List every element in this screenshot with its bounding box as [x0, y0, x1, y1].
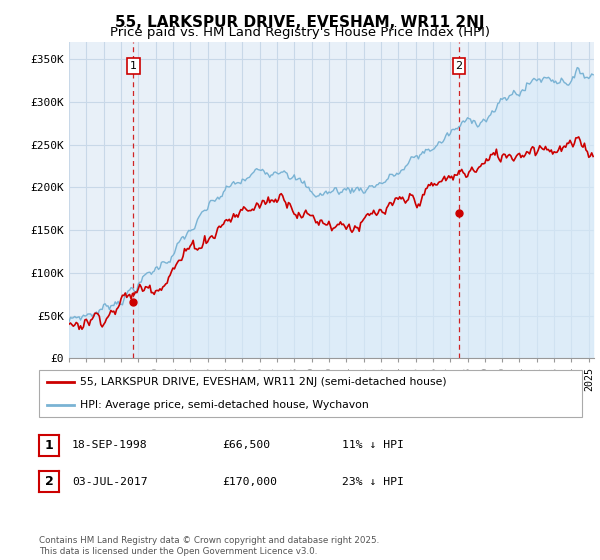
Text: 2: 2: [44, 475, 53, 488]
Text: HPI: Average price, semi-detached house, Wychavon: HPI: Average price, semi-detached house,…: [80, 400, 368, 410]
FancyBboxPatch shape: [39, 370, 582, 417]
Text: 1: 1: [44, 438, 53, 452]
Text: £66,500: £66,500: [222, 440, 270, 450]
Text: Contains HM Land Registry data © Crown copyright and database right 2025.
This d: Contains HM Land Registry data © Crown c…: [39, 536, 379, 556]
Text: 55, LARKSPUR DRIVE, EVESHAM, WR11 2NJ: 55, LARKSPUR DRIVE, EVESHAM, WR11 2NJ: [115, 15, 485, 30]
Text: £170,000: £170,000: [222, 477, 277, 487]
Text: 23% ↓ HPI: 23% ↓ HPI: [342, 477, 404, 487]
Text: 03-JUL-2017: 03-JUL-2017: [72, 477, 148, 487]
Text: Price paid vs. HM Land Registry's House Price Index (HPI): Price paid vs. HM Land Registry's House …: [110, 26, 490, 39]
Text: 11% ↓ HPI: 11% ↓ HPI: [342, 440, 404, 450]
Text: 2: 2: [455, 61, 463, 71]
Text: 55, LARKSPUR DRIVE, EVESHAM, WR11 2NJ (semi-detached house): 55, LARKSPUR DRIVE, EVESHAM, WR11 2NJ (s…: [80, 377, 446, 388]
Text: 18-SEP-1998: 18-SEP-1998: [72, 440, 148, 450]
Text: 1: 1: [130, 61, 137, 71]
